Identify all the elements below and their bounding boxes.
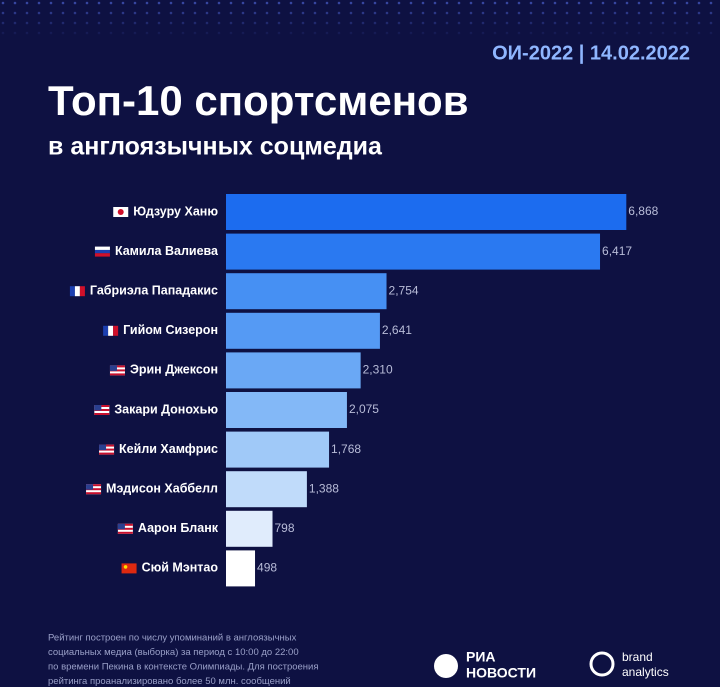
flag-part: [94, 413, 110, 415]
category-label: Аарон Бланк: [138, 521, 219, 535]
ria-logo-line: НОВОСТИ: [466, 665, 536, 681]
category-label: Гийом Сизерон: [123, 323, 218, 337]
flag: [113, 207, 129, 217]
flag-part: [99, 452, 115, 455]
category-label: Закари Донохью: [114, 402, 218, 416]
bar: [226, 273, 387, 310]
value-label: 498: [257, 561, 277, 575]
flag: [103, 325, 119, 336]
bar: [226, 510, 273, 547]
flag-part: [117, 523, 133, 526]
value-label: 1,388: [309, 481, 339, 495]
bar: [226, 471, 307, 508]
brand-logo-icon: [589, 651, 615, 677]
category-label: Эрин Джексон: [130, 363, 218, 377]
flag: [99, 444, 115, 455]
bar: [226, 352, 361, 389]
footnote-line: по времени Пекина в контексте Олимпиады.…: [48, 662, 319, 673]
footnote-line: рейтинга проанализировано более 50 млн. …: [48, 676, 291, 687]
category-label: Кейли Хамфрис: [119, 442, 218, 456]
flag-part: [86, 492, 102, 495]
flag-part: [117, 209, 124, 215]
flag-part: [123, 565, 128, 569]
flag-part: [99, 444, 115, 447]
flag: [94, 405, 110, 415]
flag-part: [109, 369, 125, 372]
flag-part: [86, 484, 102, 487]
value-label: 2,641: [382, 323, 412, 337]
flag: [117, 523, 133, 534]
flag-part: [117, 527, 133, 530]
bar: [226, 392, 347, 428]
value-label: 6,868: [628, 204, 658, 218]
flag-part: [94, 246, 110, 250]
value-label: 798: [275, 521, 295, 535]
flag-part: [94, 405, 110, 407]
flag-part: [74, 286, 80, 297]
flag-part: [99, 444, 107, 451]
flag: [94, 246, 110, 257]
bar: [226, 550, 256, 587]
flag-part: [117, 531, 133, 534]
category-label: Мэдисон Хаббелл: [106, 481, 218, 495]
value-label: 2,754: [389, 283, 419, 297]
flag-part: [86, 488, 102, 491]
value-label: 2,310: [363, 363, 393, 377]
ria-logo-line: РИА: [466, 649, 496, 665]
footnote-line: социальных медиа (выборка) за период с 1…: [48, 647, 299, 658]
flag: [121, 563, 137, 574]
flag-part: [121, 563, 137, 574]
bar: [226, 312, 380, 349]
flag-part: [94, 405, 102, 411]
flag-part: [69, 286, 75, 297]
brand-logo-line: brand: [622, 650, 653, 664]
flag-part: [99, 448, 115, 451]
category-label: Габриэла Пападакис: [90, 283, 218, 297]
flag: [86, 484, 102, 495]
flag-part: [103, 325, 109, 336]
category-label: Камила Валиева: [115, 244, 219, 258]
flag-part: [94, 253, 110, 257]
flag-part: [109, 373, 125, 376]
flag-part: [94, 249, 110, 254]
chart-title: Топ-10 спортсменов: [48, 77, 469, 124]
bar: [226, 431, 330, 468]
badge: ОИ-2022 | 14.02.2022: [492, 42, 690, 64]
footnote-line: Рейтинг построен по числу упоминаний в а…: [48, 633, 297, 644]
flag-part: [109, 365, 125, 368]
chart-subtitle: в англоязычных соцмедиа: [48, 133, 383, 161]
flag-part: [86, 484, 94, 490]
value-label: 2,075: [349, 402, 379, 416]
category-label: Сюй Мэнтао: [142, 561, 219, 575]
flag: [69, 286, 85, 297]
category-label: Юдзуру Ханю: [133, 204, 218, 218]
brand-logo-line: analytics: [622, 665, 669, 679]
value-label: 1,768: [331, 442, 361, 456]
ria-logo-icon: [434, 654, 458, 678]
flag-part: [109, 365, 117, 371]
bar: [226, 233, 601, 270]
flag: [109, 365, 125, 376]
flag-part: [108, 325, 114, 336]
value-label: 6,417: [602, 244, 632, 258]
flag-part: [113, 325, 119, 336]
flag-part: [79, 286, 85, 297]
bar: [226, 194, 627, 230]
dot-fade: [0, 0, 720, 40]
flag-part: [117, 523, 125, 530]
flag-part: [94, 409, 110, 411]
